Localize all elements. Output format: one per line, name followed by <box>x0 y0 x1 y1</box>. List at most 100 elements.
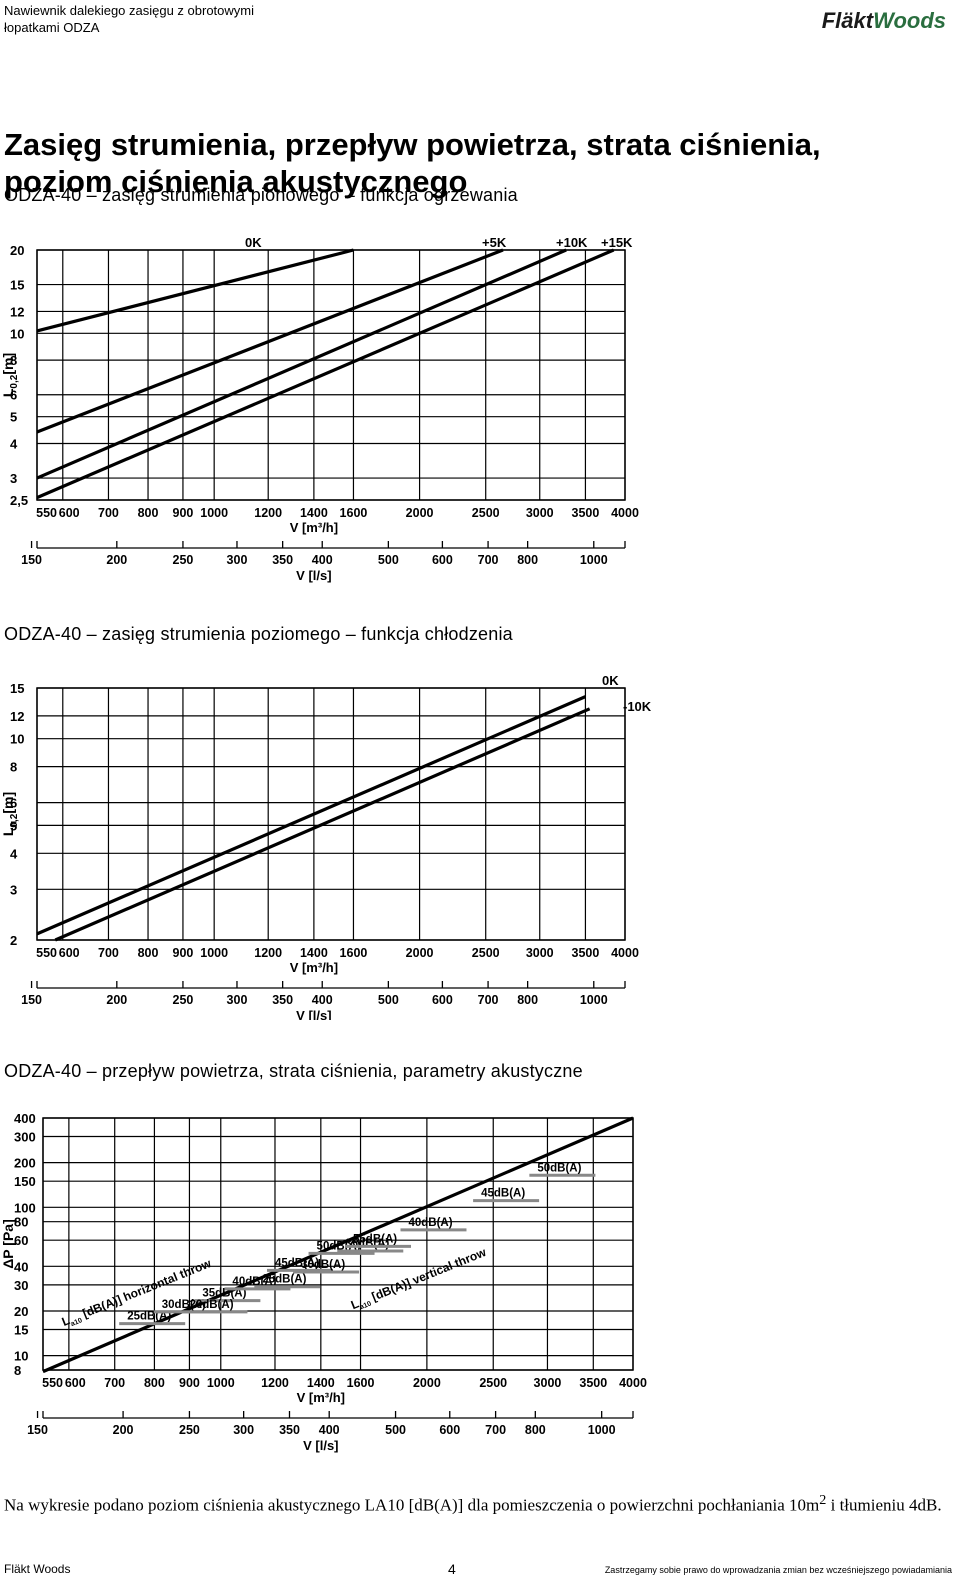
series-label: +15K <box>601 235 633 250</box>
x-tick-label-ls: 500 <box>378 993 399 1007</box>
x-tick-label-m3h: 600 <box>59 946 80 960</box>
x-tick-label-m3h: 900 <box>173 506 194 520</box>
x-tick-label-ls: 400 <box>312 993 333 1007</box>
x-tick-label-m3h: 550 <box>36 946 57 960</box>
x-tick-label-m3h: 1200 <box>261 1376 289 1390</box>
db-label: 40dB(A) <box>408 1217 452 1229</box>
x-tick-label-ls: 600 <box>439 1423 460 1437</box>
series-line <box>36 248 567 480</box>
plot-frame <box>36 249 626 501</box>
y-tick-label: 6 <box>10 388 17 403</box>
x-tick-label-m3h: 700 <box>104 1376 125 1390</box>
y-tick-label: 10 <box>14 1349 28 1364</box>
x-tick-label-ls: 150 <box>21 993 42 1007</box>
x-tick-label-ls: 200 <box>106 993 127 1007</box>
x-axis-title-m3h: V [m³/h] <box>290 960 338 975</box>
y-tick-label: 80 <box>14 1215 28 1230</box>
x-tick-label-ls: 700 <box>485 1423 506 1437</box>
y-tick-label: 15 <box>10 681 24 696</box>
y-tick-label: 40 <box>14 1259 28 1274</box>
x-tick-label-m3h: 2000 <box>406 506 434 520</box>
x-tick-label-m3h: 550 <box>42 1376 63 1390</box>
series-line <box>36 248 615 500</box>
x-tick-label-ls: 1000 <box>580 993 608 1007</box>
acoustic-note: Na wykresie podano poziom ciśnienia akus… <box>4 1490 944 1516</box>
logo-text-part2: Woods <box>873 8 946 33</box>
footer-company: Fläkt Woods <box>4 1562 71 1576</box>
y-tick-label: 10 <box>10 732 24 747</box>
x-axis-title-m3h: V [m³/h] <box>290 520 338 535</box>
x-tick-label-m3h: 1200 <box>254 946 282 960</box>
y-tick-label: 30 <box>14 1278 28 1293</box>
flaktwoods-logo: FläktWoods <box>822 8 946 34</box>
x-tick-label-ls: 700 <box>478 993 499 1007</box>
section-title-cooling: ODZA-40 – zasięg strumienia poziomego – … <box>4 624 513 644</box>
x-tick-label-m3h: 600 <box>59 506 80 520</box>
db-label: 20dB(A) <box>189 1299 233 1311</box>
y-tick-label: 2,5 <box>10 493 28 508</box>
x-tick-label-ls: 250 <box>179 1423 200 1437</box>
x-tick-label-m3h: 3000 <box>526 946 554 960</box>
page-title-line2: poziom ciśnienia akustycznego <box>4 164 468 199</box>
x-tick-label-ls: 350 <box>272 553 293 567</box>
x-tick-label-m3h: 3000 <box>526 506 554 520</box>
x-tick-label-ls: 150 <box>27 1423 48 1437</box>
y-tick-label: 20 <box>10 243 24 258</box>
x-tick-label-ls: 400 <box>312 553 333 567</box>
x-tick-label-ls: 500 <box>385 1423 406 1437</box>
y-tick-label: 12 <box>10 709 24 724</box>
x-tick-label-m3h: 1200 <box>254 506 282 520</box>
x-tick-label-ls: 300 <box>233 1423 254 1437</box>
x-tick-label-m3h: 1400 <box>307 1376 335 1390</box>
series-line <box>42 1116 634 1374</box>
product-name-line1: Nawiewnik dalekiego zasięgu z obrotowymi <box>4 3 255 18</box>
note-text-2: i tłumieniu 4dB. <box>830 1495 942 1515</box>
y-axis-title-unit: [m] <box>0 792 16 814</box>
x-tick-label-m3h: 700 <box>98 946 119 960</box>
x-tick-label-m3h: 2500 <box>472 506 500 520</box>
y-axis-title: ΔP [Pa] <box>0 1219 16 1269</box>
x-axis-title-ls: V [l/s] <box>296 1008 331 1020</box>
chart-cooling-throw: 550 600 700 800 900 1000 1200 1400 1600 2000 2500 3… <box>0 673 652 1020</box>
x-tick-label-ls: 500 <box>378 553 399 567</box>
x-axis-title-m3h: V [m³/h] <box>297 1390 345 1405</box>
chart-heating-throw: 550 600 700 800 900 1000 1200 1400 1600 2000 2500 3… <box>0 235 639 583</box>
x-tick-label-m3h: 700 <box>98 506 119 520</box>
y-axis-title: L0,2[m] <box>0 353 20 397</box>
series-label: 0K <box>602 673 619 688</box>
series-label: -10K <box>623 699 652 714</box>
section-title-airflow: ODZA-40 – przepływ powietrza, strata ciś… <box>4 1061 583 1081</box>
x-tick-label-ls: 800 <box>517 993 538 1007</box>
x-tick-label-m3h: 800 <box>138 506 159 520</box>
series-label: +5K <box>482 235 507 250</box>
section-title-heating: ODZA-40 – zasięg strumienia pionowego – … <box>4 185 518 205</box>
y-tick-label: 60 <box>14 1233 28 1248</box>
x-tick-label-ls: 400 <box>319 1423 340 1437</box>
page-title: Zasięg strumienia, przepływ powietrza, s… <box>4 126 904 200</box>
y-tick-label: 3 <box>10 882 17 897</box>
x-tick-label-ls: 200 <box>106 553 127 567</box>
product-name-line2: łopatkami ODZA <box>4 20 100 35</box>
db-label: 25dB(A) <box>262 1274 306 1286</box>
x-tick-label-ls: 600 <box>432 993 453 1007</box>
db-label: 30dB(A) <box>301 1259 345 1271</box>
db-label: 25dB(A) <box>127 1311 171 1323</box>
footer-disclaimer: Zastrzegamy sobie prawo do wprowadzania … <box>604 1565 952 1575</box>
db-label: 45dB(A) <box>275 1257 319 1269</box>
y-tick-label: 8 <box>14 1363 21 1378</box>
x-tick-label-m3h: 1600 <box>347 1376 375 1390</box>
x-tick-label-ls: 250 <box>173 553 194 567</box>
x-tick-label-m3h: 4000 <box>619 1376 647 1390</box>
y-tick-label: 400 <box>14 1111 36 1126</box>
y-tick-label: 12 <box>10 304 24 319</box>
x-tick-label-m3h: 1600 <box>340 946 368 960</box>
y-tick-label: 200 <box>14 1156 36 1171</box>
note-text: Na wykresie podano poziom ciśnienia akus… <box>4 1495 820 1515</box>
x-tick-label-m3h: 900 <box>179 1376 200 1390</box>
x-tick-label-m3h: 4000 <box>611 946 639 960</box>
db-label: 50dB(A) <box>537 1162 581 1174</box>
db-label: 55dB(A) <box>353 1233 397 1245</box>
x-tick-label-m3h: 4000 <box>611 506 639 520</box>
x-tick-label-ls: 1000 <box>580 553 608 567</box>
x-tick-label-ls: 700 <box>478 553 499 567</box>
